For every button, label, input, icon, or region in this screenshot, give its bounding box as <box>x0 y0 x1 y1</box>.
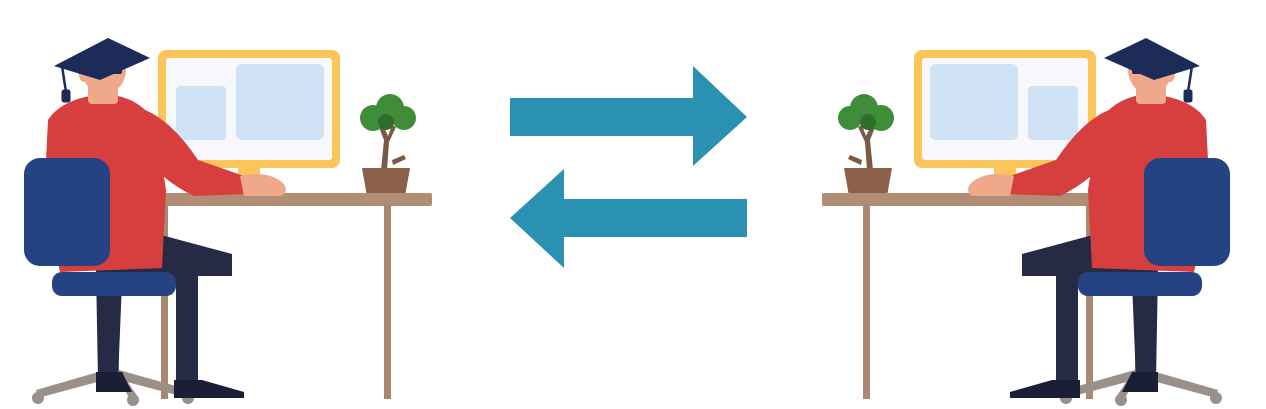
left-desk-icon <box>140 193 432 399</box>
left-plant-icon <box>360 94 416 196</box>
right-plant-icon <box>838 94 894 196</box>
right-monitor-icon <box>914 50 1096 188</box>
right-chair-icon <box>1078 158 1230 296</box>
left-workstation <box>24 38 432 406</box>
left-chair-icon <box>24 158 176 296</box>
left-monitor-icon <box>158 50 340 188</box>
arrow-left-icon <box>510 169 747 268</box>
arrow-right-icon <box>510 66 747 166</box>
exchange-arrows-icon <box>510 66 747 268</box>
right-workstation <box>822 38 1230 406</box>
right-desk-icon <box>822 193 1114 399</box>
